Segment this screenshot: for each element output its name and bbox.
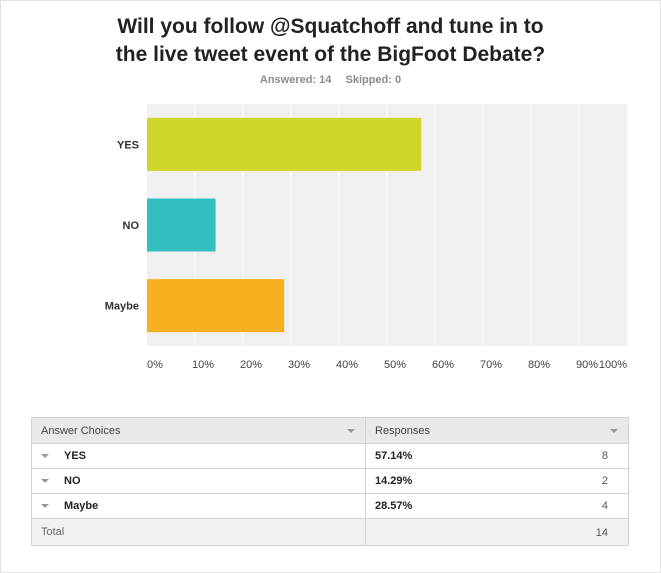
x-tick-label: 20% <box>240 359 262 371</box>
response-cell: 28.57% 4 <box>365 493 629 519</box>
response-cell: 14.29% 2 <box>365 468 629 494</box>
answer-choice-cell: NO <box>31 468 366 494</box>
skipped-count: Skipped: 0 <box>345 74 402 86</box>
answer-choice-cell: Maybe <box>31 493 366 519</box>
total-row: Total 14 <box>31 518 629 546</box>
response-count: 2 <box>601 475 608 487</box>
x-tick-label: 90% <box>576 359 598 371</box>
answer-choices-header-label: Answer Choices <box>41 424 121 437</box>
x-tick-label: 60% <box>432 359 454 371</box>
response-percent: 28.57% <box>375 500 413 512</box>
question-title: Will you follow @Squatchoff and tune in … <box>0 13 661 69</box>
bar <box>147 117 422 171</box>
x-tick-label: 30% <box>288 359 310 371</box>
x-tick-label: 50% <box>384 359 406 371</box>
answer-choice-cell: YES <box>31 443 366 469</box>
expand-arrow-icon[interactable] <box>41 479 49 484</box>
expand-arrow-icon[interactable] <box>41 504 49 509</box>
response-percent: 14.29% <box>375 475 413 487</box>
answer-choices-header[interactable]: Answer Choices <box>31 417 366 444</box>
response-cell: 57.14% 8 <box>365 443 629 469</box>
category-label: NO <box>123 220 140 232</box>
x-tick-label: 70% <box>480 359 502 371</box>
response-count: 4 <box>601 500 608 512</box>
x-tick-label: 80% <box>528 359 550 371</box>
expand-arrow-icon[interactable] <box>41 454 49 459</box>
answer-choice-label: YES <box>64 450 87 462</box>
category-label: YES <box>117 139 139 151</box>
category-label: Maybe <box>105 301 139 313</box>
total-label: Total <box>31 518 366 546</box>
bar <box>147 279 285 333</box>
total-count: 14 <box>595 527 608 539</box>
table-row: YES 57.14% 8 <box>31 443 629 469</box>
responses-header-label: Responses <box>375 424 431 437</box>
sort-arrow-icon[interactable] <box>347 429 355 433</box>
x-tick-label: 40% <box>336 359 358 371</box>
responses-header[interactable]: Responses <box>365 417 629 444</box>
bar <box>147 198 216 252</box>
response-count: 8 <box>601 450 608 462</box>
total-cell: 14 <box>365 518 629 546</box>
x-tick-label: 10% <box>192 359 214 371</box>
table-row: Maybe 28.57% 4 <box>31 493 629 519</box>
x-tick-label: 100% <box>599 359 627 371</box>
answer-choice-label: Maybe <box>64 500 99 512</box>
sort-arrow-icon[interactable] <box>610 429 618 433</box>
question-title-line1: Will you follow @Squatchoff and tune in … <box>117 15 544 38</box>
x-tick-label: 0% <box>147 359 163 371</box>
response-summary: Answered: 14 Skipped: 0 <box>0 74 661 86</box>
bar-chart: 0% 10% 20% 30% 40% 50% 60% 70% 80% 90% 100% YES NO Ma… <box>105 104 627 371</box>
answered-count: Answered: 14 <box>259 74 332 86</box>
responses-table: Answer Choices Responses YES 57.14% 8 NO … <box>31 417 629 546</box>
response-percent: 57.14% <box>375 450 413 462</box>
question-title-line2: the live tweet event of the BigFoot Deba… <box>115 43 546 66</box>
table-row: NO 14.29% 2 <box>31 468 629 494</box>
answer-choice-label: NO <box>64 475 81 487</box>
